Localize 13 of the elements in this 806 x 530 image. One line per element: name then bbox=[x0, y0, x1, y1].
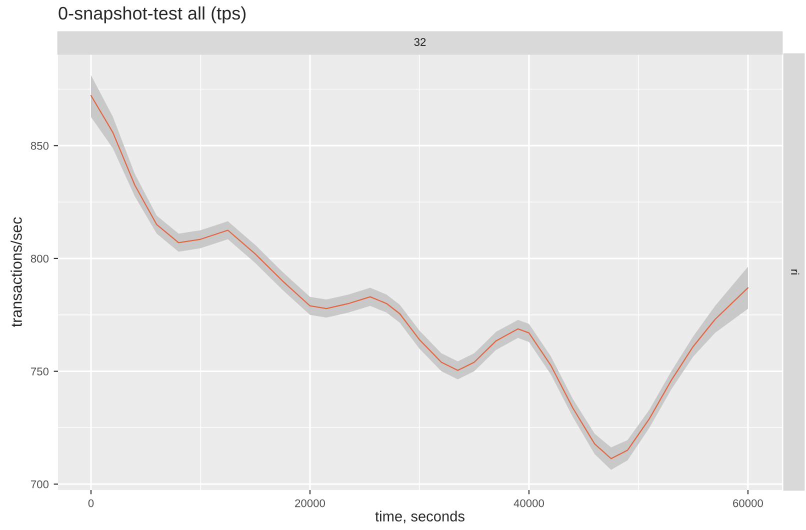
x-tick-label: 20000 bbox=[295, 499, 325, 508]
x-tick-label: 60000 bbox=[733, 499, 763, 508]
x-axis-title: time, seconds bbox=[375, 510, 464, 524]
y-tick-label: 700 bbox=[31, 480, 49, 488]
chart-title: 0-snapshot-test all (tps) bbox=[58, 6, 246, 24]
y-tick-label: 750 bbox=[31, 368, 49, 376]
text: 32 bbox=[414, 38, 426, 46]
y-tick-label: 800 bbox=[30, 254, 49, 263]
y-axis-title: transactions/sec bbox=[10, 217, 22, 327]
y-tick-label: 850 bbox=[30, 142, 49, 150]
x-tick-label: 0 bbox=[88, 499, 94, 508]
x-tick-label: 40000 bbox=[514, 499, 544, 508]
text: ri bbox=[791, 270, 800, 274]
